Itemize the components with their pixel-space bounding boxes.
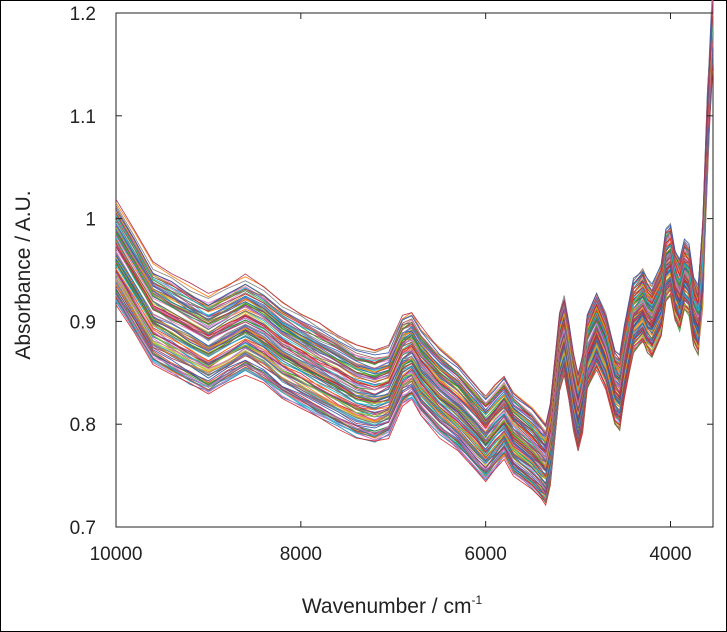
spectrum-line-120 (115, 0, 714, 428)
y-tick-label: 0.8 (70, 415, 96, 436)
spectrum-line-49 (115, 48, 714, 475)
plot-area (115, 12, 714, 528)
spectrum-line-37 (115, 50, 714, 485)
series-layer (115, 0, 714, 507)
y-tick-label: 0.7 (70, 518, 96, 539)
x-axis-title: Wavenumber / cm-1 (302, 593, 483, 618)
y-tick-label: 1.1 (70, 107, 96, 128)
x-tick-label: 8000 (280, 544, 322, 565)
y-axis-title: Absorbance / A.U. (12, 190, 35, 359)
spectrum-line-45 (115, 42, 714, 480)
tick-layer: 10000 8000 6000 4000 0.7 0.8 0.9 1 1.1 1.2 (70, 4, 713, 565)
x-tick-label: 6000 (465, 544, 507, 565)
y-tick-label: 0.9 (70, 312, 96, 333)
y-tick-label: 1 (85, 210, 96, 231)
x-tick-label: 4000 (649, 544, 691, 565)
x-tick-label: 10000 (90, 544, 143, 565)
y-tick-label: 1.2 (70, 4, 96, 25)
